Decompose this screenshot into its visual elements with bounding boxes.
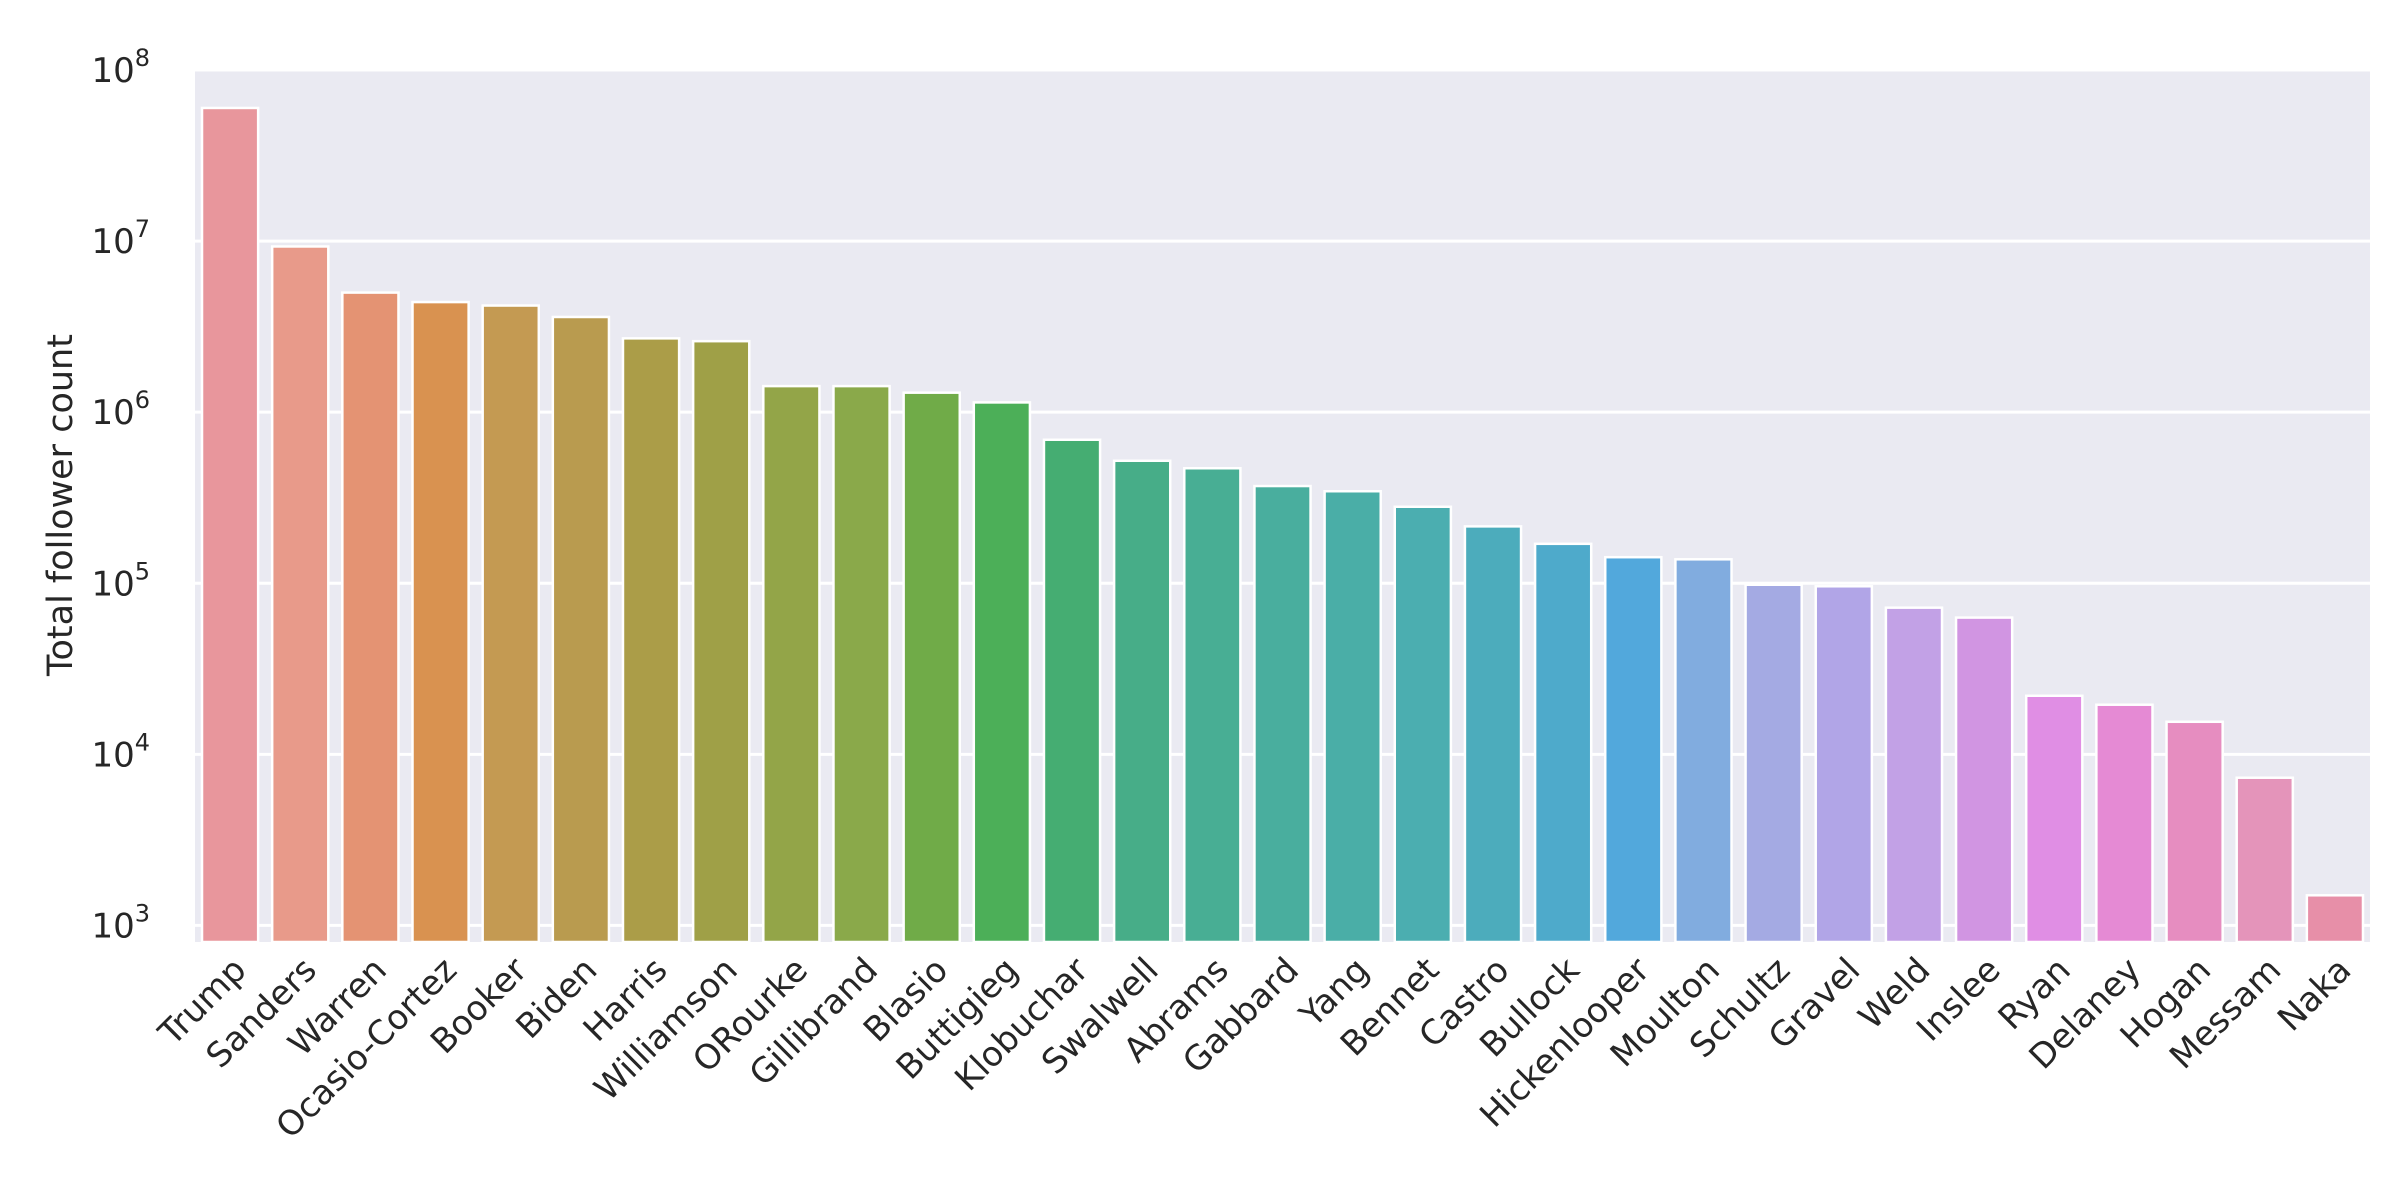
bar-biden xyxy=(551,315,611,944)
x-axis-ticks: TrumpSandersWarrenOcasio-CortezBookerBid… xyxy=(150,950,2359,1147)
bar-inslee xyxy=(1954,616,2014,944)
bar-trump xyxy=(200,106,260,944)
x-tick-label: Naka xyxy=(2270,950,2359,1039)
bar-messam xyxy=(2235,776,2295,944)
bar-hogan xyxy=(2165,720,2224,944)
bar-booker xyxy=(481,304,541,944)
bar-ocasio-cortez xyxy=(411,300,470,944)
bar-castro xyxy=(1463,525,1523,944)
bar-bullock xyxy=(1533,542,1593,944)
y-tick-label: 108 xyxy=(91,44,150,91)
bar-moulton xyxy=(1674,558,1733,944)
bar-abrams xyxy=(1183,467,1242,944)
bar-buttigieg xyxy=(972,401,1032,944)
bar-blasio xyxy=(902,391,962,944)
bar-gabbard xyxy=(1253,484,1312,944)
bar-bennet xyxy=(1393,505,1453,944)
bar-swalwell xyxy=(1112,459,1172,944)
bar-gravel xyxy=(1814,585,1874,944)
bar-naka xyxy=(2305,894,2365,944)
bars xyxy=(200,106,2365,944)
bar-delaney xyxy=(2095,703,2154,944)
y-tick-label: 105 xyxy=(91,557,150,604)
y-tick-label: 107 xyxy=(91,215,150,262)
y-axis-label: Total follower count xyxy=(41,334,81,677)
bar-klobuchar xyxy=(1042,438,1102,944)
bar-williamson xyxy=(691,339,751,944)
bar-ryan xyxy=(2024,694,2084,944)
bar-orourke xyxy=(762,384,821,944)
bar-gillibrand xyxy=(832,384,891,944)
bar-weld xyxy=(1884,606,1944,944)
bar-warren xyxy=(341,291,400,944)
bar-hickenlooper xyxy=(1603,555,1663,944)
y-axis-ticks: 103 104 105 106 107 108 xyxy=(91,44,150,946)
bar-schultz xyxy=(1744,583,1803,944)
bar-harris xyxy=(621,337,681,944)
bar-sanders xyxy=(270,245,330,944)
y-tick-label: 104 xyxy=(91,728,150,775)
y-tick-label: 103 xyxy=(91,899,150,946)
y-tick-label: 106 xyxy=(91,386,150,433)
bar-yang xyxy=(1323,489,1382,944)
